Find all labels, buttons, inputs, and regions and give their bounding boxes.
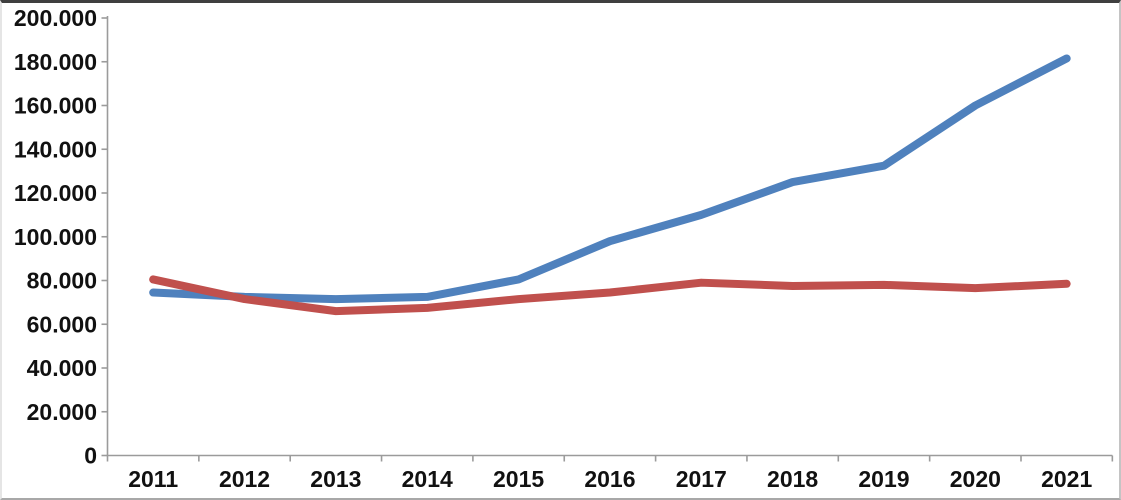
x-tick-label: 2011 bbox=[128, 466, 178, 492]
x-tick-label: 2017 bbox=[676, 466, 727, 492]
chart-canvas: 0 20.000 40.000 60.000 80.000 100.000 120.000 1… bbox=[14, 5, 1114, 492]
y-tick-label: 140.000 bbox=[14, 136, 97, 162]
x-tick-label: 2019 bbox=[858, 466, 909, 492]
y-tick-label: 60.000 bbox=[27, 311, 97, 337]
y-tick-label: 180.000 bbox=[14, 49, 97, 75]
y-tick-label: 120.000 bbox=[14, 180, 97, 206]
y-tick-label: 160.000 bbox=[14, 93, 97, 119]
x-tick-label: 2018 bbox=[767, 466, 818, 492]
y-tick-label: 20.000 bbox=[27, 399, 97, 425]
y-tick-label: 100.000 bbox=[14, 224, 97, 250]
blue-series-line bbox=[149, 54, 1071, 304]
y-tick-label: 0 bbox=[84, 443, 97, 469]
red-series-line bbox=[149, 275, 1071, 316]
y-tick-label: 40.000 bbox=[27, 355, 97, 381]
y-tick-label: 80.000 bbox=[27, 268, 97, 294]
x-tick-label: 2021 bbox=[1041, 466, 1092, 492]
x-tick-label: 2014 bbox=[402, 466, 453, 492]
x-tick-label: 2016 bbox=[584, 466, 635, 492]
x-tick-label: 2012 bbox=[219, 466, 270, 492]
y-tick-label: 200.000 bbox=[14, 5, 97, 31]
x-tick-label: 2015 bbox=[493, 466, 544, 492]
x-tick-label: 2013 bbox=[310, 466, 361, 492]
x-tick-label: 2020 bbox=[950, 466, 1001, 492]
